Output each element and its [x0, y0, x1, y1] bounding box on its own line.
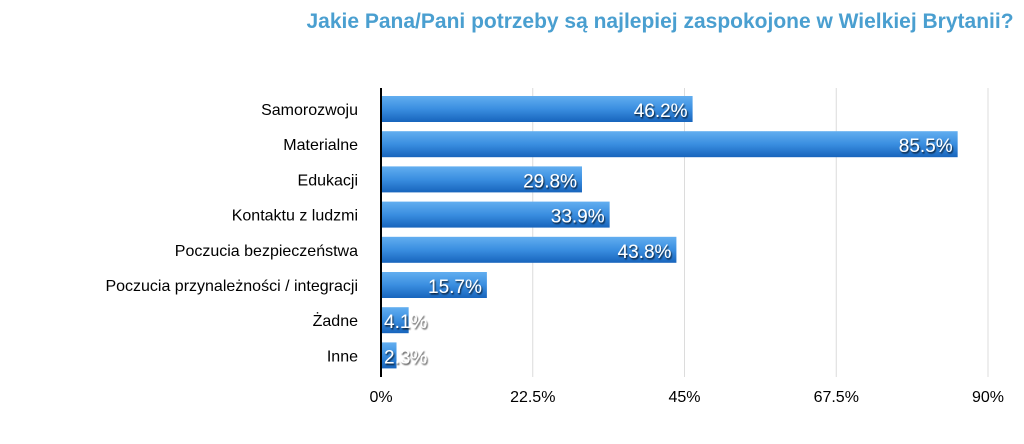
bar	[381, 131, 958, 158]
category-label: Poczucia przynależności / integracji	[105, 278, 358, 295]
bar	[381, 307, 409, 334]
category-label: Kontaktu z ludzmi	[232, 208, 358, 225]
bars: 46.2% 85.5% 29.8% 33.9% 43.8% 15.7%4.1% 2.3%	[381, 96, 958, 369]
x-tick-label: 45%	[668, 389, 700, 406]
category-label: Inne	[327, 348, 358, 365]
value-label: 15.7%	[428, 277, 482, 298]
x-tick-label: 22.5%	[510, 389, 555, 406]
value-label: 2.3%	[384, 347, 427, 368]
bar	[381, 96, 693, 122]
value-label: 4.1%	[384, 312, 427, 333]
x-tick-label: 67.5%	[814, 389, 859, 406]
category-label: Poczucia bezpieczeństwa	[175, 243, 358, 260]
value-label: 33.9%	[551, 207, 605, 228]
category-labels: Samorozwoju Materialne Edukacji Kontaktu z …	[105, 102, 358, 365]
bar	[381, 236, 677, 263]
bar	[381, 272, 487, 298]
x-tick-labels: 0% 22.5% 45% 67.5% 90%	[369, 389, 1004, 406]
bar	[381, 166, 582, 193]
x-tick-label: 0%	[369, 389, 392, 406]
value-label: 29.8%	[523, 171, 577, 192]
value-label: 43.8%	[618, 242, 672, 263]
value-label: 46.2%	[634, 101, 688, 122]
x-tick-label: 90%	[972, 389, 1004, 406]
bar	[381, 201, 610, 228]
category-label: Edukacji	[298, 172, 358, 189]
chart-title: Jakie Pana/Pani potrzeby są najlepiej za…	[306, 10, 1014, 33]
category-label: Samorozwoju	[261, 102, 358, 119]
category-label: Żadne	[313, 311, 358, 330]
value-label: 85.5%	[899, 136, 953, 157]
bar	[381, 342, 397, 369]
category-label: Materialne	[283, 137, 358, 154]
